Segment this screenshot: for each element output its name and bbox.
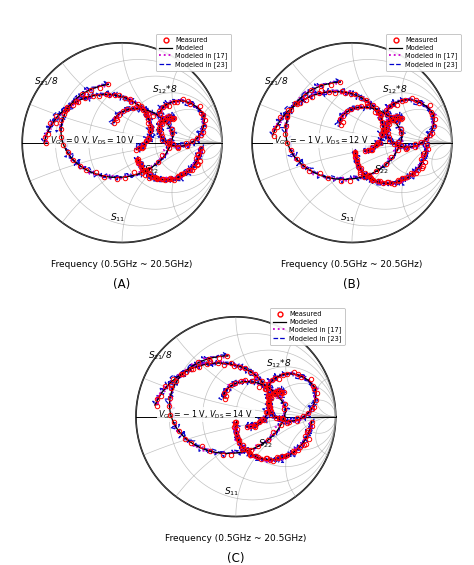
Text: $S_{12}$*8: $S_{12}$*8 (382, 84, 408, 96)
Text: $S_{22}$: $S_{22}$ (374, 164, 389, 176)
Legend: Measured, Modeled, Modeled in [17], Modeled in [23]: Measured, Modeled, Modeled in [17], Mode… (386, 34, 461, 71)
Text: $S_{21}$/8: $S_{21}$/8 (34, 76, 59, 88)
Text: $S_{11}$: $S_{11}$ (110, 211, 125, 224)
Text: $S_{22}$: $S_{22}$ (258, 438, 273, 450)
Text: $V_{\mathrm{GS}}= 0$ V, $V_{\mathrm{DS}}= 10$ V: $V_{\mathrm{GS}}= 0$ V, $V_{\mathrm{DS}}… (49, 134, 135, 147)
Text: $S_{11}$: $S_{11}$ (340, 211, 355, 224)
Text: $S_{11}$: $S_{11}$ (224, 485, 239, 498)
Text: $V_{\mathrm{GS}}= -1$ V, $V_{\mathrm{DS}}= 14$ V: $V_{\mathrm{GS}}= -1$ V, $V_{\mathrm{DS}… (158, 408, 254, 421)
Text: $S_{21}$/8: $S_{21}$/8 (148, 350, 173, 362)
Text: $V_{\mathrm{GS}}= -1$ V, $V_{\mathrm{DS}}= 12$ V: $V_{\mathrm{GS}}= -1$ V, $V_{\mathrm{DS}… (274, 134, 370, 147)
Text: $S_{21}$/8: $S_{21}$/8 (264, 76, 289, 88)
Legend: Measured, Modeled, Modeled in [17], Modeled in [23]: Measured, Modeled, Modeled in [17], Mode… (156, 34, 231, 71)
Text: $S_{12}$*8: $S_{12}$*8 (152, 84, 178, 96)
Text: Frequency (0.5GHz ~ 20.5GHz): Frequency (0.5GHz ~ 20.5GHz) (165, 534, 307, 543)
Text: $S_{12}$*8: $S_{12}$*8 (266, 358, 292, 370)
Text: (B): (B) (343, 278, 361, 291)
Text: Frequency (0.5GHz ~ 20.5GHz): Frequency (0.5GHz ~ 20.5GHz) (51, 260, 193, 269)
Text: (A): (A) (113, 278, 131, 291)
Text: Frequency (0.5GHz ~ 20.5GHz): Frequency (0.5GHz ~ 20.5GHz) (281, 260, 423, 269)
Text: $S_{22}$: $S_{22}$ (144, 164, 159, 176)
Text: (C): (C) (227, 552, 245, 565)
Legend: Measured, Modeled, Modeled in [17], Modeled in [23]: Measured, Modeled, Modeled in [17], Mode… (270, 308, 345, 345)
